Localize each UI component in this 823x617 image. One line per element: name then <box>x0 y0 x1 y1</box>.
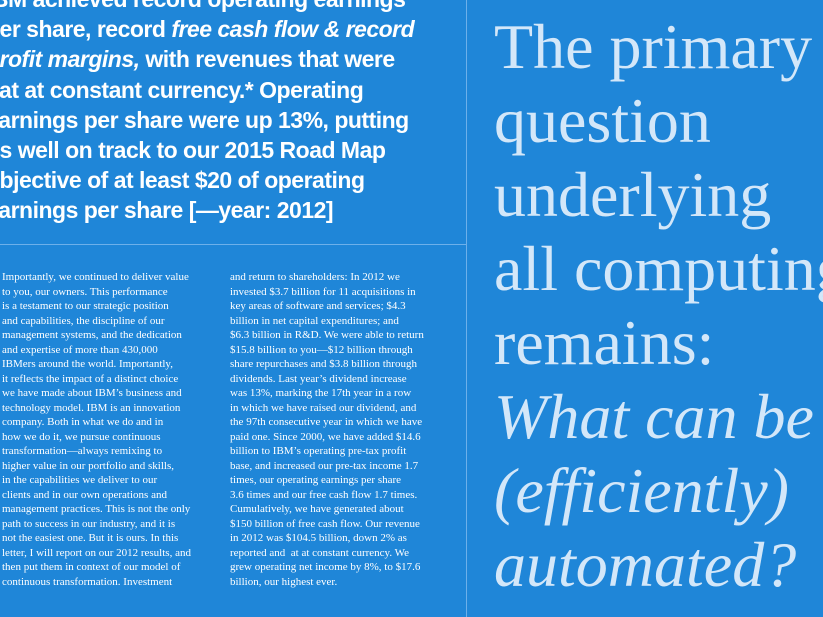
body-line: reported and at at constant currency. We <box>230 546 410 559</box>
body-line: to you, our owners. This performance <box>2 285 168 298</box>
headline-line: earnings per share [—year: 2012] <box>0 195 466 225</box>
body-line: in the capabilities we deliver to our <box>2 474 158 486</box>
body-line: we have made about IBM’s business and <box>2 387 182 399</box>
body-line: dividends. Last year’s dividend increase <box>230 372 407 385</box>
headline-segment: flat at constant currency.* Operating <box>0 76 364 103</box>
body-line: technology model. IBM is an innovation <box>2 401 181 414</box>
body-line: paid one. Since 2000, we have added $14.… <box>230 430 421 443</box>
body-line: continuous transformation. Investment <box>2 575 173 588</box>
headline-segment: IBM achieved record operating earnings <box>0 0 406 12</box>
headline-line: profit margins, with revenues that were <box>0 44 466 74</box>
body-line: was 13%, marking the 17th year in a row <box>230 387 412 399</box>
headline-segment: per share, record <box>0 16 172 43</box>
body-line: times, our operating earnings per share <box>230 474 402 486</box>
body-line: how we do it, we pursue continuous <box>2 430 161 443</box>
body-line: $6.3 billion in R&D. We were able to ret… <box>230 329 424 341</box>
headline-line: objective of at least $20 of operating <box>0 165 466 195</box>
body-line: management practices. This is not the on… <box>2 503 191 515</box>
body-line: letter, I will report on our 2012 result… <box>2 546 191 559</box>
quote-line: all computing <box>494 233 823 304</box>
body-line: IBMers around the world. Importantly, <box>2 358 173 370</box>
quote-line: automated? <box>494 529 797 600</box>
body-line: is a testament to our strategic position <box>2 300 169 312</box>
headline-line: earnings per share were up 13%, putting <box>0 105 466 135</box>
body-line: key areas of software and services; $4.3 <box>230 300 406 312</box>
body-line: and expertise of more than 430,000 <box>2 343 158 356</box>
body-line: and return to shareholders: In 2012 we <box>230 271 400 283</box>
body-line: not the easiest one. But it is ours. In … <box>2 532 179 544</box>
body-line: in which we have raised our dividend, an… <box>230 401 417 414</box>
body-line: $150 billion of free cash flow. Our reve… <box>230 517 420 530</box>
quote-line: What can be <box>494 381 814 452</box>
quote-line: question <box>494 85 711 156</box>
body-line: transformation—always remixing to <box>2 445 163 457</box>
body-line: in 2012 was $104.5 billion, down 2% as <box>230 532 407 544</box>
headline: IBM achieved record operating earnings pe… <box>0 0 466 226</box>
headline-segment: earnings per share [—year: 2012] <box>0 197 334 224</box>
body-column: and return to shareholders: In 2012 we in… <box>230 270 450 589</box>
headline-segment: objective of at least $20 of operating <box>0 167 365 194</box>
body-line: it reflects the impact of a distinct cho… <box>2 372 179 385</box>
body-line: invested $3.7 billion for 11 acquisition… <box>230 285 416 298</box>
headline-segment: with revenues that were <box>139 46 395 73</box>
body-line: billion to IBM’s operating pre-tax profi… <box>230 445 407 457</box>
headline-segment: profit margins, <box>0 46 140 73</box>
body-line: management systems, and the dedication <box>2 329 182 341</box>
body-line: billion, our highest ever. <box>230 575 338 588</box>
body-line: share repurchases and $3.8 billion throu… <box>230 358 417 370</box>
quote-line: The primary <box>494 11 813 82</box>
body-line: clients and in our own operations and <box>2 488 167 501</box>
body-line: 3.6 times and our free cash flow 1.7 tim… <box>230 488 418 501</box>
body-line: Importantly, we continued to deliver val… <box>2 271 189 283</box>
quote-line: underlying <box>494 159 772 230</box>
body-line: company. Both in what we do and in <box>2 416 164 428</box>
quote-line: (efficiently) <box>494 455 789 526</box>
headline-segment: us well on track to our 2015 Road Map <box>0 136 386 163</box>
headline-line: flat at constant currency.* Operating <box>0 75 466 105</box>
body-line: and capabilities, the discipline of our <box>2 314 165 327</box>
body-line: path to success in our industry, and it … <box>2 517 176 530</box>
body-line: Cumulatively, we have generated about <box>230 503 404 515</box>
body-line: grew operating net income by 8%, to $17.… <box>230 561 421 573</box>
divider-horizontal <box>0 244 466 245</box>
headline-segment: free cash flow & record <box>171 16 415 43</box>
divider-vertical <box>466 0 467 617</box>
headline-line: IBM achieved record operating earnings <box>0 0 466 14</box>
headline-segment: earnings per share were up 13%, putting <box>0 106 409 133</box>
body-line: base, and increased our pre-tax income 1… <box>230 459 419 472</box>
quote-line: remains: <box>494 307 715 378</box>
body-line: $15.8 billion to you—$12 billion through <box>230 343 413 356</box>
body-line: higher value in our portfolio and skills… <box>2 459 174 472</box>
body-line: the 97th consecutive year in which we ha… <box>230 416 423 428</box>
body-column: Importantly, we continued to deliver val… <box>2 270 222 589</box>
body-line: then put them in context of our model of <box>2 561 181 573</box>
quote: The primary question underlying all computi… <box>494 10 823 602</box>
headline-line: us well on track to our 2015 Road Map <box>0 135 466 165</box>
headline-line: per share, record free cash flow & recor… <box>0 14 466 44</box>
body-line: billion in net capital expenditures; and <box>230 314 399 327</box>
